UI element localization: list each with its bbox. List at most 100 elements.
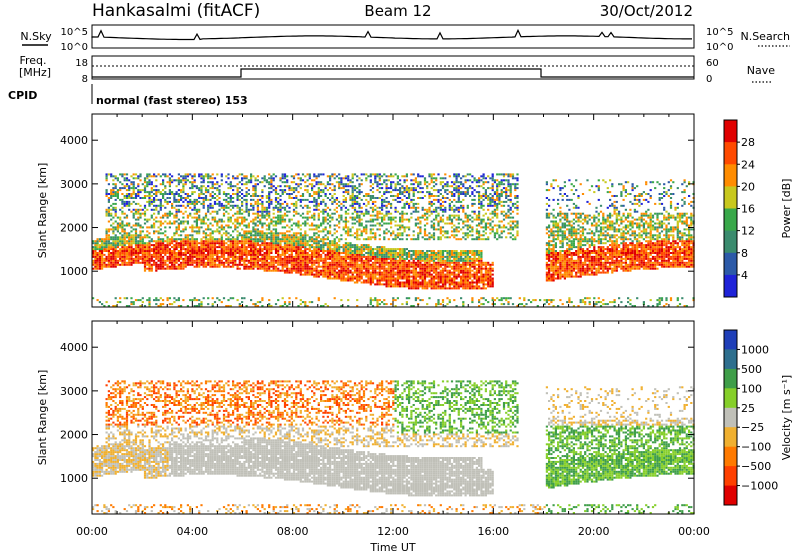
scatter-cell [130,255,133,258]
scatter-cell [441,210,445,213]
scatter-cell [344,185,347,188]
scatter-cell [331,265,334,268]
scatter-cell [394,248,397,251]
scatter-cell [211,183,214,186]
scatter-cell [295,222,298,225]
scatter-cell [191,236,194,239]
scatter-cell [132,228,135,231]
scatter-cell [326,305,329,307]
scatter-cell [94,257,97,260]
scatter-cell [128,261,131,264]
scatter-cell [200,185,203,188]
scatter-cell [317,224,320,227]
scatter-cell [270,259,273,262]
scatter-cell [263,257,266,260]
scatter-cell [265,200,268,203]
scatter-cell [362,238,366,241]
scatter-cell [414,257,417,260]
scatter-cell [299,187,302,190]
scatter-cell [259,253,262,256]
scatter-cell [292,242,296,245]
scatter-cell [437,265,440,268]
scatter-cell [344,261,347,264]
scatter-cell [263,210,266,213]
scatter-cell [216,259,219,262]
scatter-cell [315,177,318,180]
scatter-cell [313,273,316,276]
scatter-cell [204,234,208,237]
scatter-cell [128,234,131,237]
scatter-cell [162,189,165,192]
scatter-cell [143,244,147,247]
scatter-cell [399,252,402,254]
scatter-cell [137,240,140,243]
scatter-cell [137,202,140,205]
scatter-cell [241,240,244,243]
scatter-cell [317,250,320,252]
scatter-cell [369,299,372,302]
scatter-cell [141,183,144,186]
scatter-cell [143,210,147,213]
scatter-cell [390,222,393,225]
scatter-cell [315,259,318,262]
scatter-cell [150,255,153,258]
scatter-cell [227,187,230,190]
scatter-cell [371,277,375,280]
scatter-cell [410,275,413,278]
scatter-cell [367,259,370,262]
scatter-cell [295,200,298,203]
scatter-cell [290,252,293,254]
scatter-cell [367,195,370,197]
scatter-cell [414,187,417,190]
scatter-cell [390,226,393,229]
scatter-cell [270,248,273,251]
scatter-cell [403,218,406,221]
scatter-cell [301,212,305,215]
scatter-cell [272,236,275,239]
scatter-cell [182,240,185,243]
scatter-cell [435,303,438,306]
scatter-cell [153,299,156,302]
scatter-cell [125,242,129,245]
scatter-cell [114,244,117,247]
scatter-cell [132,242,135,245]
scatter-cell [335,261,338,264]
scatter-cell [435,273,438,276]
scatter-cell [428,283,431,286]
scatter-cell [256,198,259,201]
scatter-cell [299,240,302,243]
scatter-cell [209,257,212,260]
scatter-cell [349,253,352,256]
scatter-cell [229,187,232,190]
scatter-cell [213,210,217,213]
scatter-cell [297,177,300,180]
scatter-cell [168,214,171,217]
scatter-cell [222,191,226,194]
scatter-cell [121,206,124,209]
scatter-cell [164,263,167,266]
scatter-cell [297,248,300,251]
scatter-cell [306,248,309,251]
scatter-cell [369,246,372,249]
scatter-cell [408,202,411,205]
scatter-cell [315,236,318,239]
scatter-cell [387,269,390,272]
scatter-cell [399,191,402,194]
scatter-cell [347,261,350,264]
scatter-cell [423,265,427,268]
scatter-cell [301,195,305,197]
scatter-cell [114,208,117,211]
scatter-cell [376,277,379,280]
scatter-cell [315,200,318,203]
scatter-cell [403,269,406,272]
scatter-cell [315,265,318,268]
scatter-cell [159,198,162,201]
scatter-cell [216,252,219,254]
scatter-cell [381,246,384,249]
scatter-cell [279,253,282,256]
scatter-cell [184,250,187,252]
scatter-cell [204,261,208,264]
scatter-cell [236,204,239,207]
scatter-cell [430,273,433,276]
scatter-cell [268,267,271,270]
